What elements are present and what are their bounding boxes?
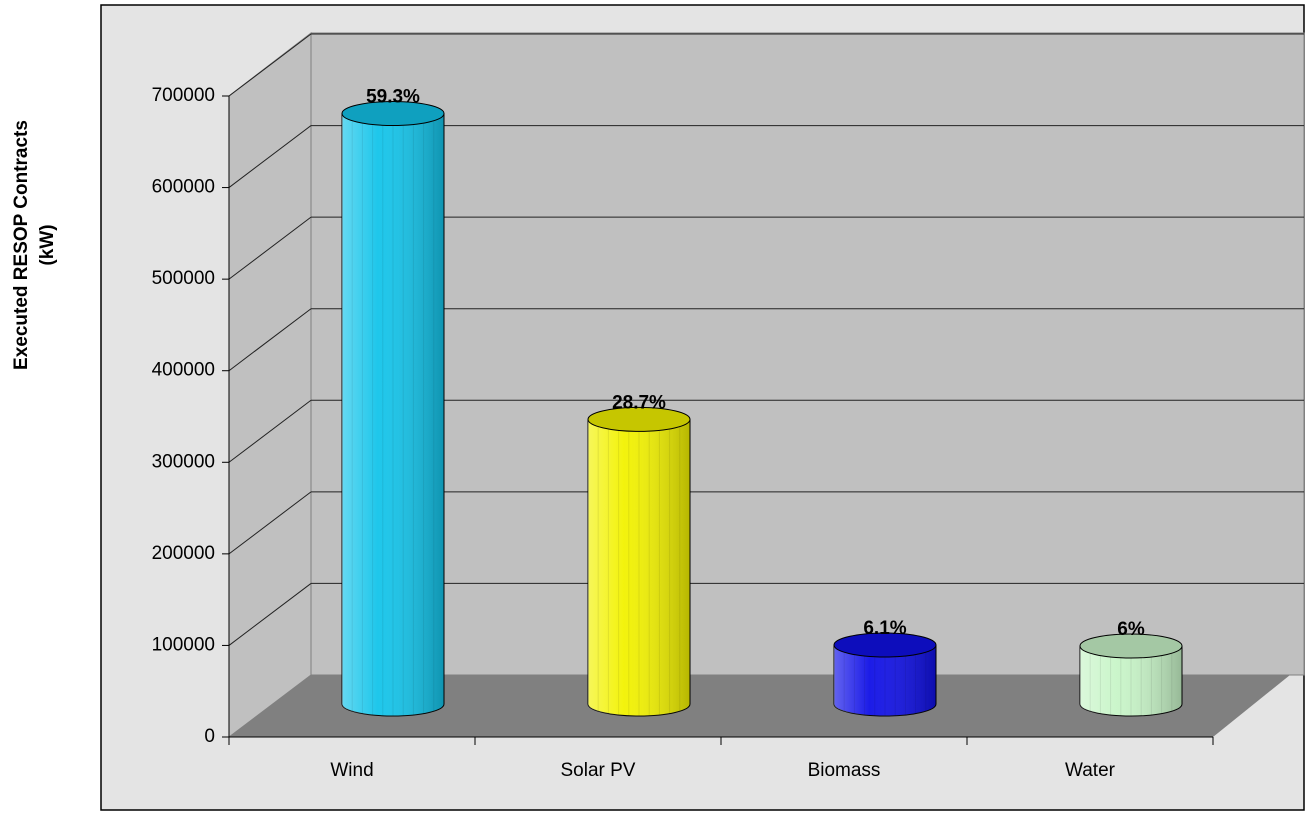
grid-line-side [228, 216, 312, 280]
x-tick-label: Water [1065, 760, 1116, 781]
bar-shade [342, 113, 444, 717]
y-tick-label: 0 [204, 726, 215, 747]
grid [228, 33, 1304, 646]
bar-shade [1080, 646, 1182, 716]
bar-top [1079, 633, 1183, 659]
y-tick-label: 200000 [152, 543, 215, 564]
bar-top-shade [342, 101, 444, 126]
grid-line-side [228, 125, 312, 188]
y-tick-label: 100000 [152, 634, 215, 655]
floor [229, 675, 1290, 737]
y-tick-label: 700000 [152, 85, 215, 106]
x-tick-label: Wind [330, 760, 373, 781]
y-axis-title: Executed RESOP Contracts (kW) [11, 120, 58, 370]
back-wall [310, 32, 1305, 676]
bar-top-shade [834, 633, 936, 658]
bar-top [587, 406, 691, 432]
grid-line-side [228, 308, 312, 372]
y-tick-label: 600000 [152, 177, 215, 198]
grid-line-side [228, 399, 312, 463]
y-axis-title-line: (kW) [37, 224, 58, 265]
grid-line-side [228, 583, 312, 646]
bar-top-shade [1080, 634, 1182, 659]
x-tick-label: Solar PV [561, 760, 636, 781]
y-tick-label: 400000 [152, 360, 215, 381]
bar-top-shade [588, 407, 690, 432]
data-label: 28.7% [612, 392, 666, 413]
side-wall [228, 31, 312, 739]
x-tick-label: Biomass [808, 760, 881, 781]
bar-shade [588, 419, 690, 716]
grid-line-side [228, 491, 312, 555]
data-label: 6% [1117, 619, 1145, 640]
plot: 59.3% 28.7% 6.1% 6% [341, 87, 1183, 717]
y-tick-label: 300000 [152, 451, 215, 472]
bar-top [833, 632, 937, 658]
y-tick-label: 500000 [152, 268, 215, 289]
bar-shade [834, 645, 936, 716]
data-label: 6.1% [863, 618, 906, 639]
bar-top [341, 101, 445, 127]
data-label: 59.3% [366, 87, 420, 108]
y-axis-title-line: Executed RESOP Contracts [11, 120, 32, 370]
grid-line-side [228, 33, 312, 97]
